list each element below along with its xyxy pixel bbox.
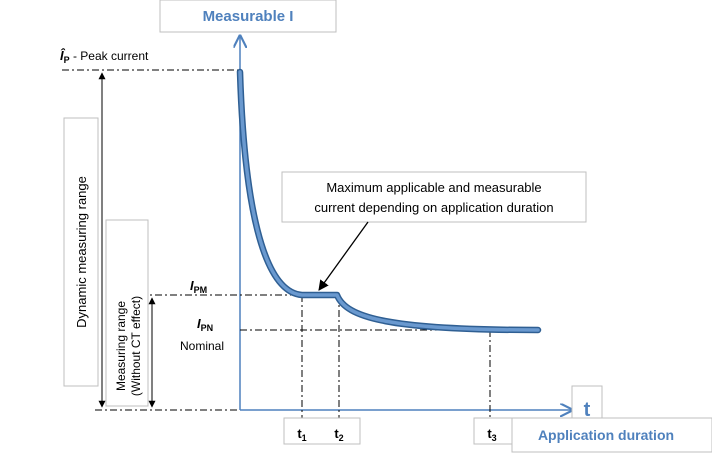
callout-line1: Maximum applicable and measurable — [326, 180, 541, 195]
t1-label: t1 — [297, 426, 306, 443]
x-axis-title: Application duration — [538, 427, 674, 443]
callout-arrow — [318, 221, 369, 291]
dynamic-range-box — [63, 117, 99, 387]
x-axis-symbol: t — [584, 399, 591, 421]
peak-label: ÎP - Peak current — [60, 48, 149, 65]
callout-line2: current depending on application duratio… — [314, 200, 553, 215]
ipn-note: Nominal — [180, 339, 224, 353]
measuring-range-sublabel: (Without CT effect) — [129, 296, 143, 396]
y-axis-title: Measurable I — [203, 8, 294, 25]
t3-label: t3 — [487, 426, 496, 443]
t3-box — [473, 417, 513, 445]
ipn-label: IPN — [197, 316, 213, 333]
measuring-range-box — [105, 219, 149, 407]
t2-label: t2 — [334, 426, 343, 443]
dynamic-range-label: Dynamic measuring range — [74, 176, 89, 328]
measuring-range-label: Measuring range — [114, 301, 128, 391]
ipm-label: IPM — [190, 278, 207, 295]
y-axis-title-box — [159, 0, 337, 33]
t1-box — [283, 417, 361, 445]
callout-box — [281, 171, 587, 223]
current-curve — [238, 70, 540, 332]
